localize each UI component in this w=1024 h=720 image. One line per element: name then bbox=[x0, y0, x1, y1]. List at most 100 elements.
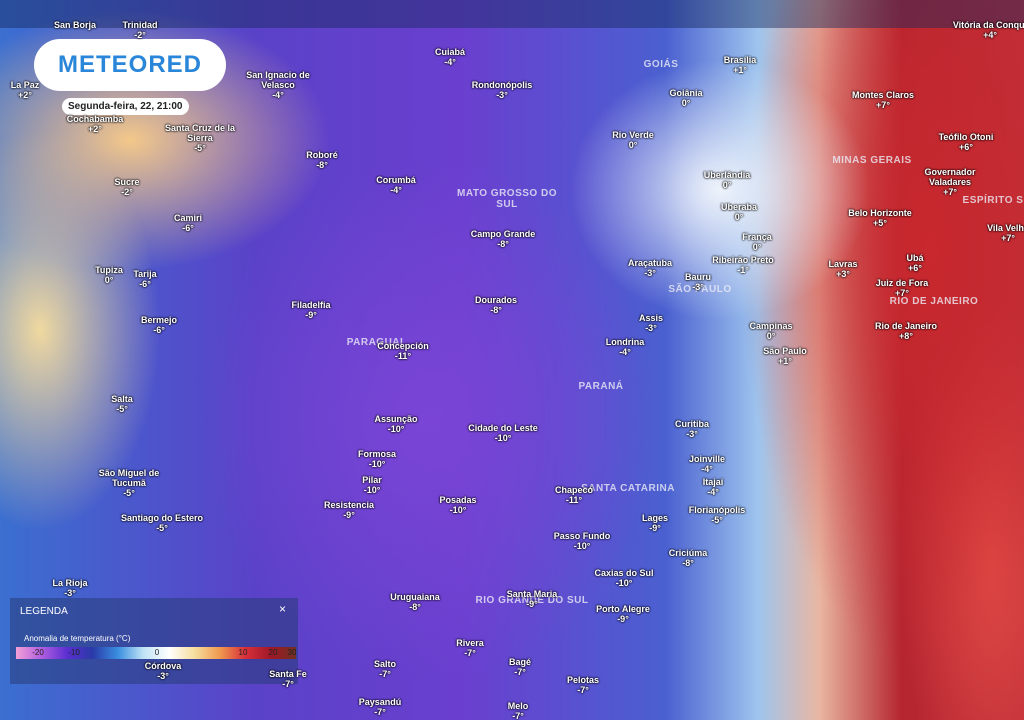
city-label: La Paz +2° bbox=[11, 80, 40, 100]
region-label: ESPÍRITO S bbox=[962, 195, 1024, 206]
city-name: Uberlândia bbox=[703, 170, 751, 180]
city-name: Rio Verde bbox=[612, 130, 654, 140]
city-anomaly: -5° bbox=[116, 404, 128, 414]
city-name: Concepción bbox=[377, 341, 429, 351]
city-name: Corumbá bbox=[376, 175, 416, 185]
city-name: Criciúma bbox=[668, 548, 708, 558]
city-label: Uruguaiana -8° bbox=[390, 592, 440, 612]
city-label: Dourados -8° bbox=[475, 295, 517, 315]
city-label: Melo -7° bbox=[508, 701, 529, 720]
city-name: Chapecó bbox=[554, 485, 594, 495]
city-label: Pilar -10° bbox=[362, 475, 382, 495]
city-label: La Rioja -3° bbox=[52, 578, 87, 598]
city-anomaly: -10° bbox=[494, 433, 512, 443]
city-name: Cidade do Leste bbox=[468, 423, 538, 433]
city-anomaly: +4° bbox=[983, 30, 997, 40]
city-label: Curitiba -3° bbox=[675, 419, 709, 439]
city-name: Salta bbox=[111, 394, 133, 404]
city-name: Filadelfia bbox=[291, 300, 331, 310]
city-label: Brasília +1° bbox=[724, 55, 757, 75]
city-name: Santa Fe bbox=[269, 669, 307, 679]
city-anomaly: -9° bbox=[343, 510, 355, 520]
city-name: Lages bbox=[641, 513, 669, 523]
city-anomaly: +5° bbox=[873, 218, 887, 228]
city-anomaly: -3° bbox=[644, 268, 656, 278]
city-anomaly: -6° bbox=[153, 325, 165, 335]
city-label: Santa Maria -9° bbox=[507, 589, 558, 609]
city-anomaly: -8° bbox=[409, 602, 421, 612]
city-anomaly: -9° bbox=[649, 523, 661, 533]
city-label: Concepción -11° bbox=[377, 341, 429, 361]
city-name: Trinidad bbox=[122, 20, 158, 30]
city-name: Araçatuba bbox=[627, 258, 673, 268]
city-label: Camiri -6° bbox=[174, 213, 202, 233]
city-label: Trinidad -2° bbox=[122, 20, 157, 40]
city-name: Pilar bbox=[362, 475, 382, 485]
city-label: Lavras +3° bbox=[828, 259, 857, 279]
city-anomaly: 0° bbox=[766, 331, 776, 341]
city-name: Florianópolis bbox=[688, 505, 746, 515]
city-label: Belo Horizonte +5° bbox=[848, 208, 912, 228]
city-label: Criciúma -8° bbox=[669, 548, 708, 568]
city-label: Cochabamba +2° bbox=[67, 114, 124, 134]
scale-label: -20 bbox=[32, 648, 44, 657]
city-name: Bermejo bbox=[140, 315, 178, 325]
city-label: Paysandú -7° bbox=[359, 697, 402, 717]
city-anomaly: -7° bbox=[282, 679, 294, 689]
city-label: Posadas -10° bbox=[439, 495, 476, 515]
city-anomaly: +2° bbox=[88, 124, 102, 134]
city-anomaly: +2° bbox=[18, 90, 32, 100]
city-anomaly: -5° bbox=[156, 523, 168, 533]
region-label: SANTA CATARINA bbox=[581, 483, 675, 494]
city-label: San Borja bbox=[54, 20, 96, 30]
city-label: Joinville -4° bbox=[689, 454, 725, 474]
city-anomaly: -10° bbox=[363, 485, 381, 495]
city-anomaly: -7° bbox=[379, 669, 391, 679]
legend-close[interactable]: × bbox=[278, 602, 286, 616]
city-label: Lages -9° bbox=[642, 513, 668, 533]
city-name: Uruguaiana bbox=[390, 592, 440, 602]
city-label: Montes Claros +7° bbox=[852, 90, 914, 110]
city-label: Juiz de Fora +7° bbox=[876, 278, 929, 298]
city-label: Assis -3° bbox=[639, 313, 663, 333]
city-name: Santiago do Estero bbox=[120, 513, 203, 523]
city-name: Juiz de Fora bbox=[875, 278, 929, 288]
city-label: Caxias do Sul -10° bbox=[594, 568, 653, 588]
region-label: PARAGUAI bbox=[346, 337, 404, 348]
city-name: Dourados bbox=[474, 295, 518, 305]
region-label: RIO GRANDE DO SUL bbox=[475, 595, 589, 606]
city-name: La Paz bbox=[10, 80, 40, 90]
city-label: Porto Alegre -9° bbox=[596, 604, 650, 624]
city-label: Salta -5° bbox=[111, 394, 133, 414]
city-name: Assis bbox=[638, 313, 664, 323]
city-name: Ubá bbox=[906, 253, 924, 263]
city-anomaly: 0° bbox=[734, 212, 744, 222]
city-name: Caxias do Sul bbox=[594, 568, 654, 578]
city-anomaly: -4° bbox=[619, 347, 631, 357]
city-anomaly: +3° bbox=[836, 269, 850, 279]
top-strip bbox=[0, 0, 1024, 28]
city-name: Tarija bbox=[133, 269, 157, 279]
city-anomaly: -2° bbox=[121, 187, 133, 197]
city-anomaly: -10° bbox=[573, 541, 591, 551]
city-label: Florianópolis -5° bbox=[689, 505, 746, 525]
city-name: Santa Maria bbox=[506, 589, 558, 599]
city-label: Rivera -7° bbox=[456, 638, 484, 658]
city-label: Santa Fe -7° bbox=[269, 669, 307, 689]
city-name: Curitiba bbox=[674, 419, 710, 429]
city-name: Santa Cruz de la Sierra bbox=[164, 123, 236, 143]
city-anomaly: -10° bbox=[387, 424, 405, 434]
city-name: Posadas bbox=[439, 495, 477, 505]
scale-label: 10 bbox=[238, 648, 248, 657]
city-anomaly: 0° bbox=[104, 275, 114, 285]
city-name: San Borja bbox=[53, 20, 97, 30]
logo[interactable]: METEORED bbox=[34, 39, 226, 91]
region-label: PARANÁ bbox=[578, 381, 624, 392]
city-label: Vitória da Conqui +4° bbox=[953, 20, 1024, 40]
city-anomaly: -10° bbox=[368, 459, 386, 469]
city-label: Formosa -10° bbox=[358, 449, 396, 469]
city-anomaly: -7° bbox=[374, 707, 386, 717]
city-anomaly: -7° bbox=[512, 711, 524, 720]
city-anomaly: -11° bbox=[565, 495, 583, 505]
city-anomaly: -8° bbox=[497, 239, 509, 249]
